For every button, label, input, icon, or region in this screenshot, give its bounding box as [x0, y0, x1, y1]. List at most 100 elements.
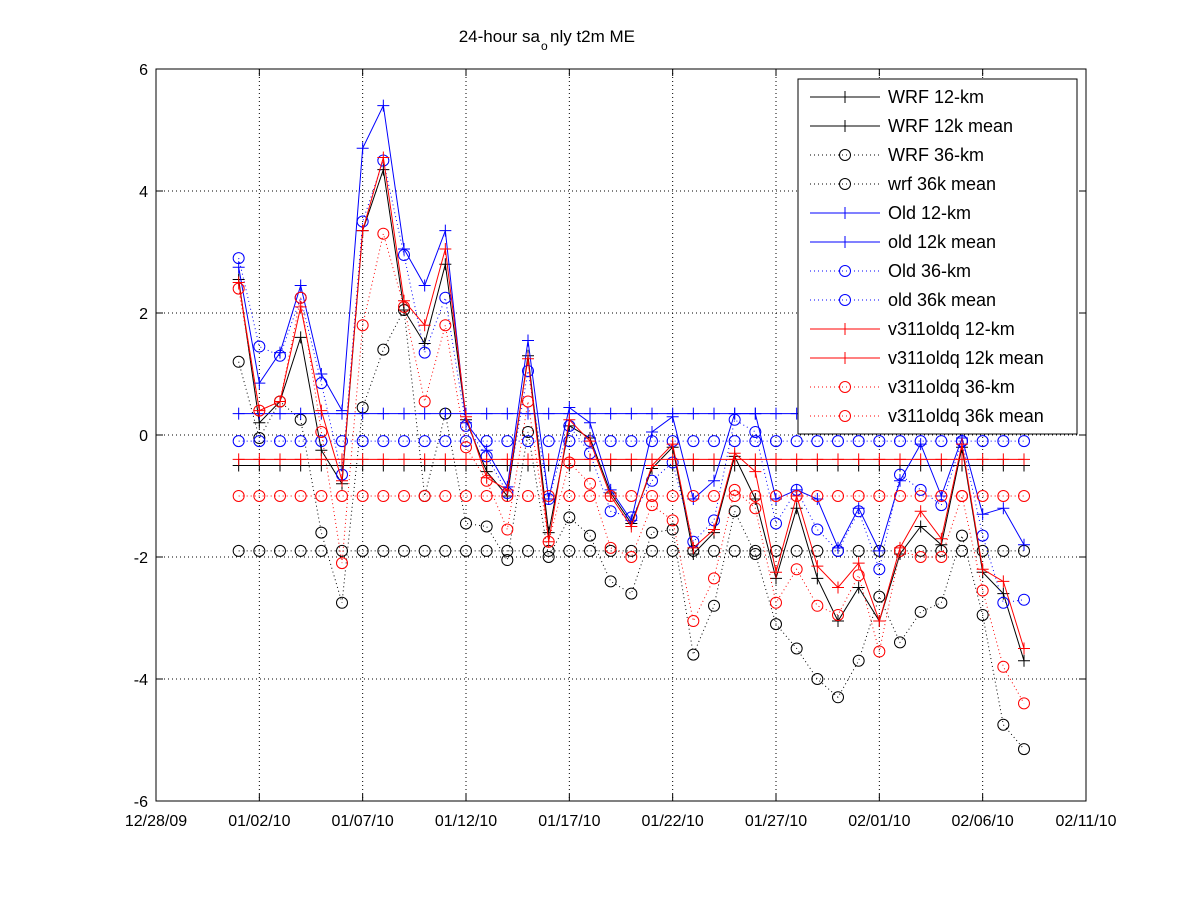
data-point-circle	[728, 413, 741, 426]
data-point-circle	[894, 435, 906, 448]
data-point-circle	[935, 490, 948, 502]
data-point-circle	[790, 642, 803, 655]
data-point-circle	[522, 395, 534, 408]
data-point-plus	[356, 224, 369, 237]
data-point-circle	[336, 490, 348, 502]
data-point-circle	[336, 544, 348, 557]
data-point-circle	[501, 523, 514, 536]
data-point-plus	[356, 142, 369, 155]
data-point-circle	[356, 490, 369, 502]
data-point-circle	[274, 395, 286, 408]
data-point-circle	[253, 340, 266, 353]
data-point-circle	[852, 544, 865, 557]
data-point-circle	[522, 364, 534, 377]
data-point-circle	[749, 435, 762, 448]
legend-label: v311oldq 36k mean	[888, 406, 1044, 426]
data-point-circle	[1018, 743, 1030, 756]
data-point-circle	[253, 432, 266, 445]
data-point-plus	[604, 453, 617, 466]
data-point-plus	[852, 581, 865, 594]
data-point-plus	[935, 453, 948, 466]
data-point-plus	[398, 294, 410, 307]
data-point-circle	[315, 435, 328, 448]
data-point-circle	[832, 608, 844, 621]
legend-swatch-marker	[839, 178, 851, 190]
legend: WRF 12-km WRF 12k mean WRF 36-km wrf 36k me…	[797, 78, 1078, 435]
legend-entry: wrf 36k mean	[810, 174, 996, 194]
data-point-circle	[625, 551, 638, 563]
data-point-circle	[790, 435, 803, 448]
data-point-circle	[398, 249, 410, 262]
data-point-circle	[666, 544, 679, 557]
data-point-circle	[708, 572, 720, 585]
data-point-plus	[1018, 538, 1030, 551]
data-point-plus	[832, 453, 844, 466]
legend-entry: v311oldq 12-km	[810, 319, 1015, 339]
data-point-circle	[274, 490, 286, 502]
x-tick-label: 01/22/10	[642, 813, 704, 830]
data-point-circle	[315, 526, 328, 539]
data-point-circle	[460, 441, 472, 454]
data-point-circle	[563, 490, 576, 502]
data-point-plus	[790, 453, 803, 466]
data-point-circle	[997, 544, 1010, 557]
data-point-plus	[997, 502, 1010, 515]
data-point-circle	[232, 544, 245, 557]
data-point-plus	[832, 615, 844, 628]
data-point-circle	[398, 435, 410, 448]
data-point-circle	[418, 544, 431, 557]
data-point-plus	[294, 453, 307, 466]
data-point-plus	[811, 560, 824, 573]
data-point-plus	[439, 242, 452, 255]
data-point-circle	[315, 425, 328, 438]
data-point-plus	[687, 453, 700, 466]
data-point-circle	[646, 435, 658, 448]
data-point-circle	[914, 551, 927, 563]
data-point-circle	[315, 490, 328, 502]
data-point-plus	[666, 407, 679, 420]
series-7	[232, 435, 1030, 448]
data-point-circle	[232, 282, 245, 295]
y-tick-label: -4	[134, 672, 148, 689]
series-11	[232, 490, 1030, 502]
data-point-circle	[873, 435, 886, 448]
data-point-circle	[418, 490, 431, 502]
chart-title-subscript: o	[541, 39, 548, 53]
data-point-circle	[894, 490, 906, 502]
series-line	[238, 158, 1025, 604]
data-point-circle	[604, 544, 617, 557]
data-point-circle	[790, 563, 803, 576]
data-point-circle	[604, 575, 617, 588]
data-point-plus	[315, 404, 328, 417]
y-tick-label: 0	[139, 428, 148, 445]
data-point-circle	[997, 660, 1010, 673]
data-point-circle	[914, 605, 927, 618]
data-point-plus	[501, 453, 514, 466]
data-point-plus	[625, 407, 638, 420]
x-tick-label: 12/28/09	[125, 813, 187, 830]
data-point-plus	[253, 453, 266, 466]
data-point-plus	[501, 483, 514, 496]
data-point-circle	[935, 544, 948, 557]
data-point-circle	[480, 520, 493, 533]
data-point-circle	[584, 544, 596, 557]
data-point-circle	[935, 499, 948, 512]
data-point-plus	[832, 581, 844, 594]
data-point-plus	[687, 541, 700, 554]
data-point-plus	[1018, 654, 1030, 667]
data-point-circle	[997, 490, 1010, 502]
data-point-plus	[336, 407, 348, 420]
y-tick-label: 6	[139, 62, 148, 79]
data-point-circle	[604, 541, 617, 554]
data-point-circle	[336, 596, 348, 609]
data-point-plus	[418, 319, 431, 332]
series-6	[232, 154, 1030, 609]
grid-lines	[156, 69, 1086, 801]
data-point-plus	[522, 334, 534, 347]
data-point-circle	[625, 544, 638, 557]
data-point-circle	[997, 718, 1010, 731]
data-point-circle	[687, 648, 700, 661]
data-point-circle	[646, 544, 658, 557]
data-point-plus	[480, 407, 493, 420]
